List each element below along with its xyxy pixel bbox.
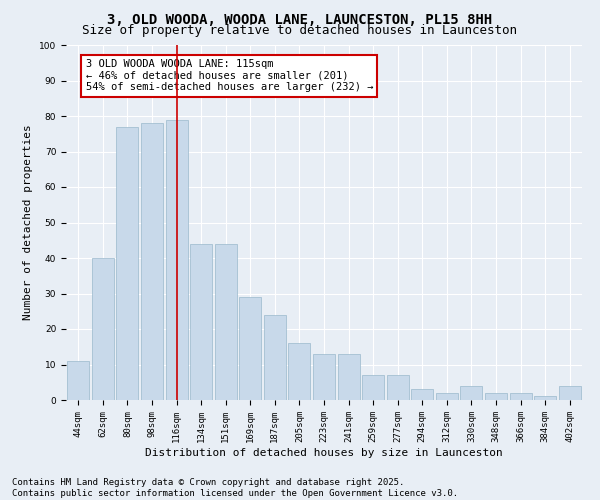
Bar [289,343,310,400]
X-axis label: Distribution of detached houses by size in Launceston: Distribution of detached houses by size … [145,448,503,458]
Bar [92,258,114,400]
Bar [239,297,262,400]
Y-axis label: Number of detached properties: Number of detached properties [23,124,34,320]
Bar [338,354,359,400]
Bar [362,375,384,400]
Text: 3, OLD WOODA, WOODA LANE, LAUNCESTON, PL15 8HH: 3, OLD WOODA, WOODA LANE, LAUNCESTON, PL… [107,12,493,26]
Bar [67,361,89,400]
Text: Size of property relative to detached houses in Launceston: Size of property relative to detached ho… [83,24,517,37]
Bar [534,396,556,400]
Bar [215,244,237,400]
Bar [436,393,458,400]
Bar [166,120,188,400]
Text: 3 OLD WOODA WOODA LANE: 115sqm
← 46% of detached houses are smaller (201)
54% of: 3 OLD WOODA WOODA LANE: 115sqm ← 46% of … [86,59,373,92]
Bar [411,390,433,400]
Bar [559,386,581,400]
Bar [141,123,163,400]
Bar [190,244,212,400]
Bar [313,354,335,400]
Bar [116,126,139,400]
Bar [509,393,532,400]
Bar [460,386,482,400]
Bar [386,375,409,400]
Text: Contains HM Land Registry data © Crown copyright and database right 2025.
Contai: Contains HM Land Registry data © Crown c… [12,478,458,498]
Bar [485,393,507,400]
Bar [264,315,286,400]
